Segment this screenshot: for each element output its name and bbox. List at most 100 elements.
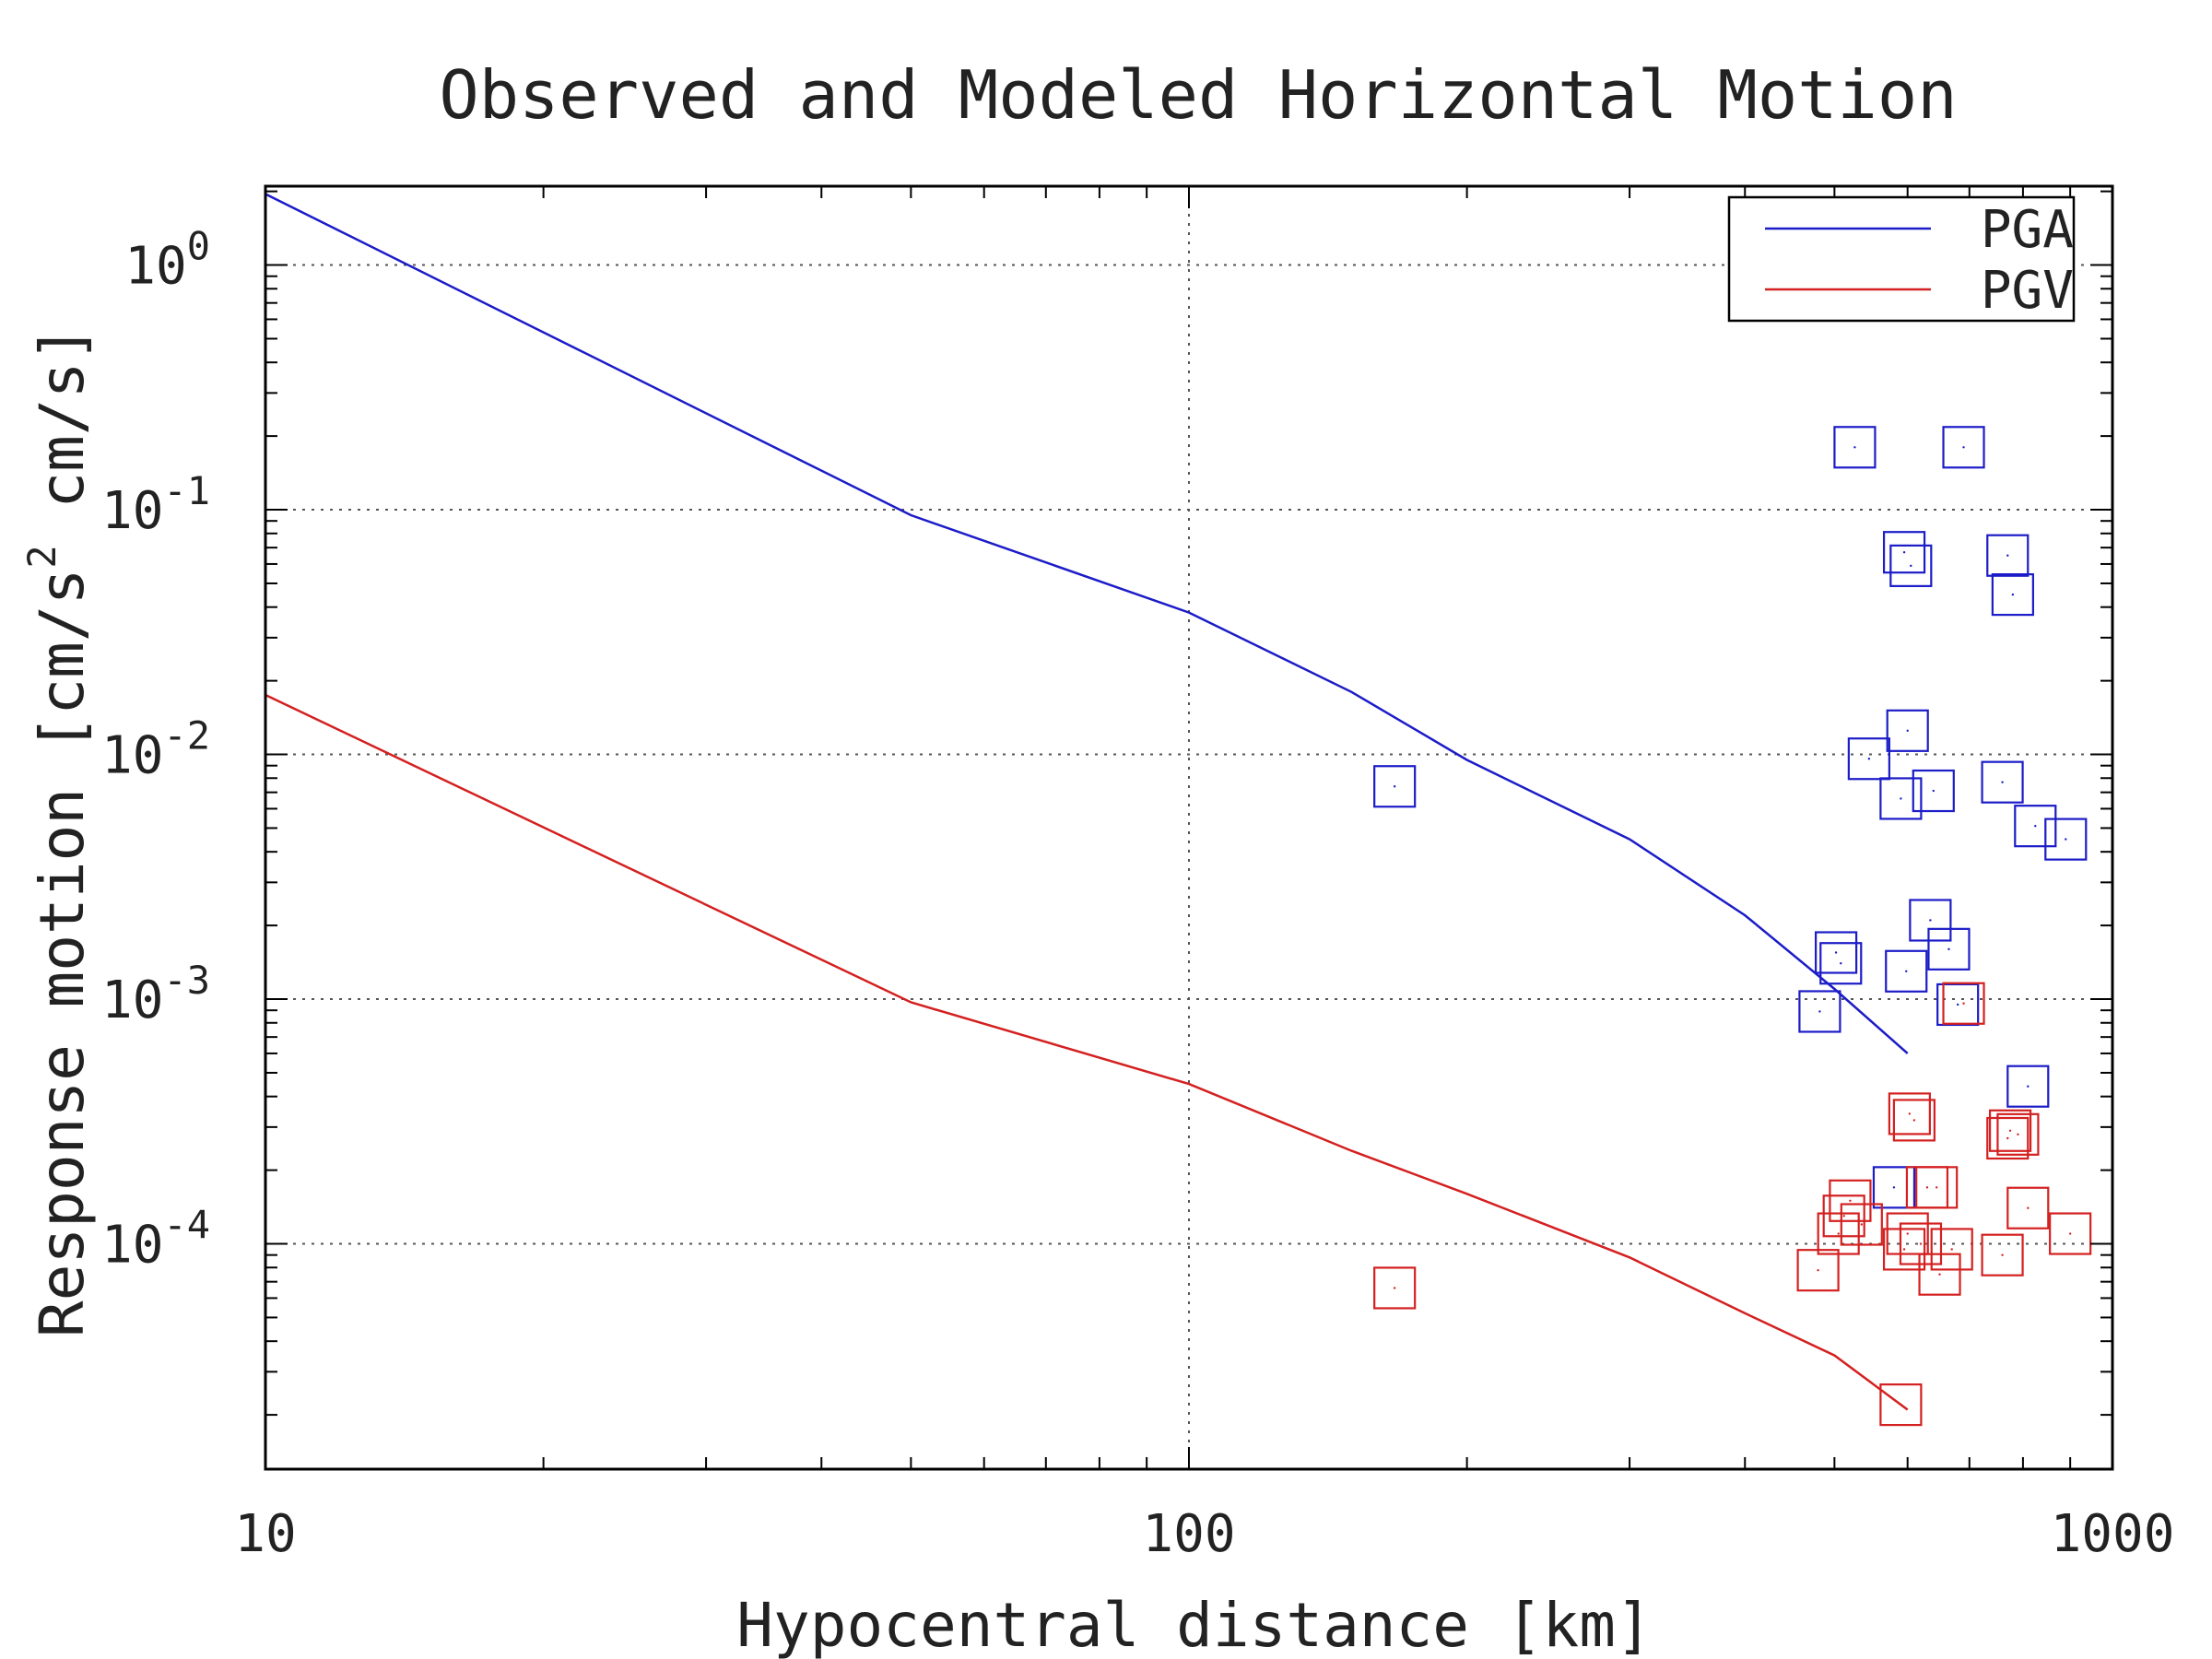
data-point-center <box>1842 1215 1845 1218</box>
data-point-center <box>1853 446 1856 449</box>
data-point-pga <box>1936 982 1980 1027</box>
data-point-center <box>1817 1268 1819 1272</box>
data-point-pga <box>1815 931 1858 974</box>
data-point-center <box>2017 1133 2019 1136</box>
data-point-center <box>1393 785 1396 788</box>
data-point-pga <box>2014 805 2057 848</box>
x-tick-label: 10 <box>234 1504 296 1564</box>
data-point-center <box>1912 1119 1916 1122</box>
data-point-center <box>1902 551 1906 554</box>
data-point-center <box>1900 1403 1902 1406</box>
data-point-pga <box>1927 927 1971 971</box>
data-point-pga <box>1886 709 1929 752</box>
data-point-pga <box>1986 534 2030 577</box>
y-axis-label-superscript: 2 <box>19 545 65 568</box>
data-point-center <box>1900 797 1902 800</box>
data-point-center <box>1908 1112 1912 1115</box>
data-point-pga <box>1912 769 1955 813</box>
data-point-center <box>1837 1232 1840 1235</box>
data-point-center <box>1860 1223 1864 1226</box>
data-point-pga <box>1889 544 1933 587</box>
data-point-center <box>2068 1232 2072 1235</box>
data-point-pgv <box>1986 1116 2030 1160</box>
data-point-pgv <box>1840 1203 1883 1246</box>
data-point-center <box>2027 1206 2030 1209</box>
legend-box <box>1727 195 2076 323</box>
data-point-pga <box>1872 1166 1916 1209</box>
y-axis-label-main: Response motion [cm/s <box>27 569 98 1337</box>
data-point-pga <box>1847 737 1890 781</box>
data-point-pga <box>2044 818 2088 861</box>
y-tick-label-base: 10 <box>101 481 163 541</box>
y-axis-label-unit: cm/s] <box>27 325 98 545</box>
data-point-center <box>1849 1199 1852 1202</box>
data-point-center <box>1910 564 1912 568</box>
data-point-pgv <box>1988 1109 2032 1152</box>
y-tick-label-base: 10 <box>101 1216 163 1276</box>
data-point-pga <box>1991 573 2034 617</box>
data-point-pgv <box>1879 1383 1923 1427</box>
y-tick-label-base: 10 <box>124 237 186 297</box>
data-point-pgv <box>1942 982 1985 1025</box>
x-tick-label: 100 <box>1142 1504 1235 1564</box>
y-tick-label: 10-3 <box>101 958 210 1030</box>
data-point-center <box>1919 1242 1923 1245</box>
data-point-pgv <box>1930 1228 1973 1271</box>
data-point-pgv <box>1796 1249 1840 1292</box>
data-point-center <box>2006 1136 2009 1140</box>
y-tick-label-exponent: 0 <box>187 224 210 269</box>
legend-label-pgv: PGV <box>1981 261 2074 321</box>
data-point-pga <box>1819 942 1863 985</box>
data-point-center <box>2001 781 2004 783</box>
data-point-center <box>2027 1085 2030 1088</box>
series-line-pgv <box>265 693 1909 1411</box>
data-point-pgv <box>1822 1194 1865 1238</box>
data-point-center <box>2065 838 2067 841</box>
y-tick-label-exponent: -4 <box>163 1203 210 1248</box>
data-point-pgv <box>1882 1228 1926 1271</box>
legend-label-pga: PGA <box>1981 200 2074 260</box>
data-point-center <box>1902 1248 1906 1251</box>
data-point-pgv <box>1981 1233 2024 1277</box>
data-point-center <box>1840 962 1842 965</box>
data-point-center <box>2001 1253 2004 1256</box>
data-point-pgv <box>1918 1253 1961 1296</box>
data-point-pgv <box>1829 1179 1872 1222</box>
data-point-pgv <box>1996 1112 2040 1156</box>
y-tick-label: 10-4 <box>101 1203 210 1276</box>
y-tick-label-base: 10 <box>101 726 163 786</box>
data-point-center <box>1956 1003 1959 1006</box>
y-tick-label: 100 <box>124 224 210 297</box>
data-point-center <box>1938 1273 1941 1276</box>
data-point-pgv <box>1888 1092 1931 1135</box>
data-point-pga <box>1882 531 1926 574</box>
data-point-center <box>1947 947 1950 951</box>
data-point-center <box>1962 1002 1965 1005</box>
data-point-pgv <box>1892 1099 1936 1142</box>
y-tick-label: 10-1 <box>101 468 210 541</box>
data-point-center <box>1950 1248 1953 1251</box>
data-point-center <box>1892 1186 1896 1189</box>
data-point-pga <box>1798 990 1841 1033</box>
data-point-pga <box>1885 949 1928 993</box>
data-point-pga <box>1981 760 2024 804</box>
data-point-center <box>1834 951 1838 954</box>
y-tick-label-base: 10 <box>101 971 163 1030</box>
data-point-pgv <box>1915 1166 1959 1209</box>
data-point-pga <box>1373 765 1417 808</box>
data-point-center <box>1929 919 1932 922</box>
x-axis-label: Hypocentral distance [km] <box>736 1590 1652 1659</box>
data-point-center <box>1935 1186 1938 1189</box>
data-point-pgv <box>2049 1212 2092 1255</box>
data-point-center <box>1906 1232 1909 1235</box>
data-point-center <box>1906 729 1909 733</box>
x-tick-label: 1000 <box>2051 1504 2175 1564</box>
data-point-pga <box>2006 1065 2050 1108</box>
data-point-pgv <box>2006 1186 2050 1230</box>
data-point-pga <box>1942 426 1985 469</box>
data-point-center <box>2011 593 2015 596</box>
data-point-pgv <box>1886 1212 1929 1255</box>
